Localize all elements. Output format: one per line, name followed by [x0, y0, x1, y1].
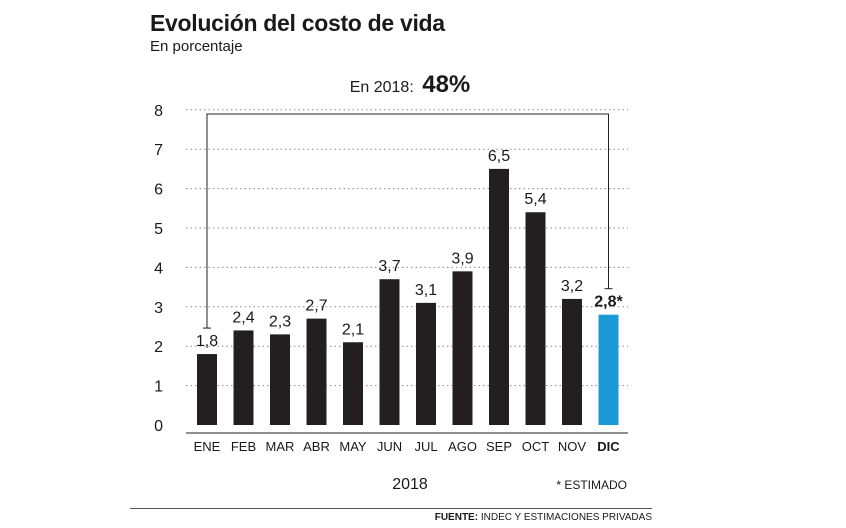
x-tick-label: FEB [231, 439, 256, 454]
source-divider [130, 508, 652, 509]
x-tick-label: OCT [522, 439, 550, 454]
value-label: 3,7 [378, 258, 400, 275]
value-label: 2,3 [269, 313, 291, 330]
x-axis-label: 2018 [392, 476, 428, 493]
x-tick-label: ENE [194, 439, 221, 454]
annual-total-label: En 2018: [350, 79, 414, 96]
bar-jun [379, 279, 400, 425]
x-tick-label: JUN [377, 439, 402, 454]
bar-ene [197, 354, 217, 425]
y-tick-label: 0 [154, 418, 163, 435]
y-tick-label: 6 [154, 182, 163, 199]
y-tick-label: 1 [154, 379, 163, 396]
x-tick-label: JUL [414, 439, 437, 454]
x-tick-label: ABR [303, 439, 330, 454]
x-tick-label: AGO [448, 439, 477, 454]
footnote: * ESTIMADO [556, 478, 627, 492]
chart-title: Evolución del costo de vida [150, 10, 445, 36]
bar-ago [452, 271, 473, 425]
bar-mar [270, 334, 290, 425]
value-label: 1,8 [196, 333, 218, 350]
bar-feb [233, 330, 254, 425]
bar-jul [416, 302, 436, 425]
x-tick-label: MAR [266, 439, 295, 454]
bar-may [343, 342, 363, 425]
x-axis-ticks: ENE FEB MAR ABR MAY JUN JUL AGO SEP OCT NOV DIC [194, 439, 621, 454]
value-label: 6,5 [488, 148, 510, 165]
y-axis-ticks: 0 1 2 3 4 5 6 7 8 [154, 103, 163, 435]
y-tick-label: 2 [154, 339, 163, 356]
value-label: 2,1 [342, 321, 364, 338]
value-label: 3,1 [415, 282, 437, 299]
chart-subtitle: En porcentaje [150, 38, 243, 55]
bar-dic [598, 314, 619, 425]
bar-sep [489, 168, 509, 425]
annual-total-annotation: En 2018: 48% [350, 71, 471, 98]
y-tick-label: 5 [154, 221, 163, 238]
x-tick-label: SEP [486, 439, 512, 454]
value-label: 3,2 [561, 278, 583, 295]
y-tick-label: 4 [154, 260, 163, 277]
y-tick-label: 7 [154, 142, 163, 159]
annual-total-value: 48% [422, 71, 470, 98]
value-label: 2,8* [594, 294, 623, 311]
source-note: FUENTE: INDEC Y ESTIMACIONES PRIVADAS [435, 512, 652, 523]
value-label: 3,9 [451, 250, 473, 267]
source-text: INDEC Y ESTIMACIONES PRIVADAS [480, 512, 652, 523]
y-tick-label: 3 [154, 300, 163, 317]
x-tick-label: DIC [597, 439, 620, 454]
x-tick-label: MAY [339, 439, 367, 454]
x-tick-label: NOV [558, 439, 587, 454]
value-label: 2,7 [305, 298, 327, 315]
annual-total-bracket [203, 113, 613, 329]
value-label: 5,4 [524, 191, 546, 208]
gridlines [186, 109, 628, 387]
bars [197, 168, 619, 425]
bar-nov [562, 298, 582, 425]
y-tick-label: 8 [154, 103, 163, 120]
bar-abr [306, 318, 327, 425]
bar-oct [525, 212, 546, 425]
value-label: 2,4 [232, 309, 254, 326]
value-labels: 1,8 2,4 2,3 2,7 2,1 3,7 3,1 3,9 6,5 5,4 3,2 2,8* [196, 148, 624, 350]
bracket-line [206, 113, 609, 329]
source-label: FUENTE: [434, 512, 479, 523]
